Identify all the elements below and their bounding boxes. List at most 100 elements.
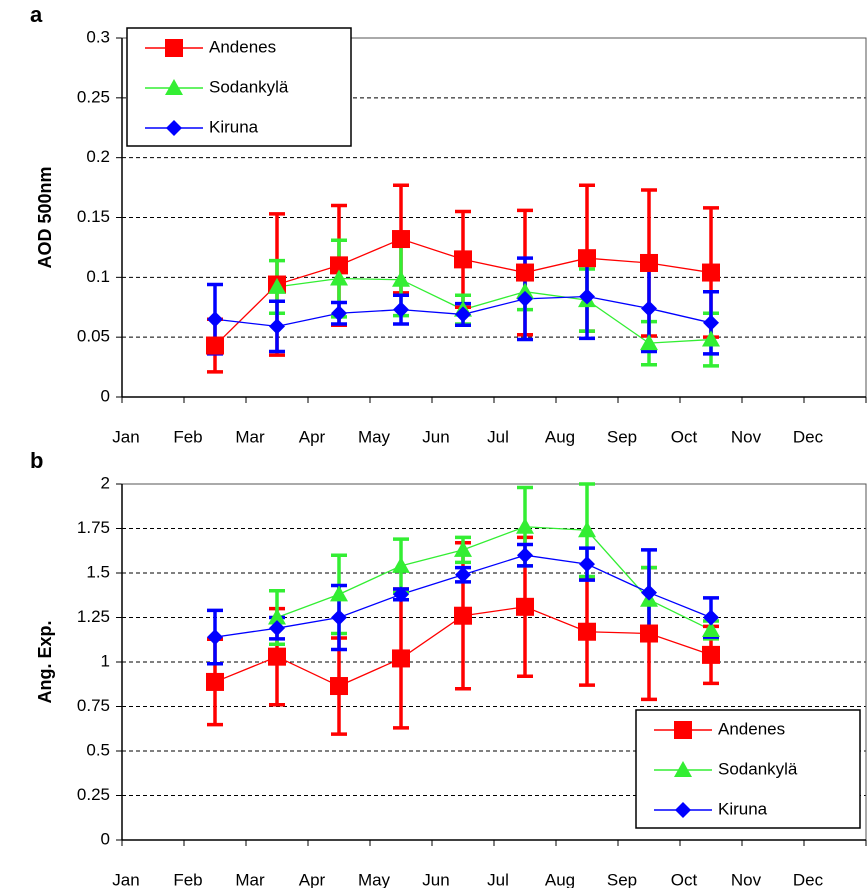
data-point (392, 649, 410, 668)
x-tick-label: Dec (793, 427, 824, 446)
legend-marker (166, 120, 182, 136)
x-tick-label: Aug (545, 427, 575, 446)
x-tick-label: Apr (299, 870, 326, 888)
x-tick-label: Jul (487, 870, 509, 888)
y-tick-label: 0.2 (86, 147, 110, 166)
data-point (517, 290, 533, 307)
data-point (393, 586, 409, 603)
y-tick-label: 1.25 (77, 607, 110, 626)
data-point (454, 606, 472, 625)
legend-marker (165, 79, 183, 95)
y-tick-label: 0.3 (86, 27, 110, 46)
data-point (516, 597, 534, 616)
data-point (268, 647, 286, 666)
data-point (207, 311, 223, 328)
data-point (702, 263, 720, 282)
data-point (331, 609, 347, 626)
data-point (454, 250, 472, 269)
data-point (516, 282, 534, 299)
data-point (516, 517, 534, 534)
data-point (578, 249, 596, 268)
data-point (207, 629, 223, 646)
panel-label: a (30, 2, 43, 27)
data-point (455, 306, 471, 323)
legend-marker (165, 39, 183, 57)
x-tick-label: Apr (299, 427, 326, 446)
x-tick-label: Sep (607, 870, 637, 888)
y-tick-label: 0.5 (86, 740, 110, 759)
y-tick-label: 0 (101, 829, 110, 848)
data-point (703, 314, 719, 331)
y-tick-label: 0.1 (86, 267, 110, 286)
data-point (702, 645, 720, 664)
legend-label: Kiruna (718, 799, 768, 818)
y-tick-label: 0.25 (77, 87, 110, 106)
x-tick-label: Mar (235, 870, 265, 888)
legend-marker (674, 761, 692, 777)
data-point (578, 521, 596, 538)
y-tick-label: 1.5 (86, 562, 110, 581)
data-point (330, 585, 348, 602)
data-point (640, 253, 658, 272)
data-point (702, 620, 720, 637)
y-tick-label: 0.25 (77, 785, 110, 804)
x-tick-label: Feb (173, 427, 202, 446)
data-point (455, 566, 471, 583)
data-point (393, 301, 409, 318)
x-tick-label: Nov (731, 427, 762, 446)
legend-label: Sodankylä (718, 759, 798, 778)
x-tick-label: Oct (671, 427, 698, 446)
y-tick-label: 0.05 (77, 327, 110, 346)
x-tick-label: Jun (422, 870, 449, 888)
x-tick-label: Jan (112, 870, 139, 888)
legend-label: Kiruna (209, 117, 259, 136)
y-tick-label: 1 (101, 651, 110, 670)
data-point (268, 277, 286, 294)
data-point (330, 677, 348, 696)
x-tick-label: Jan (112, 427, 139, 446)
x-tick-label: Jul (487, 427, 509, 446)
legend-label: Sodankylä (209, 77, 289, 96)
y-tick-label: 1.75 (77, 518, 110, 537)
data-point (640, 624, 658, 643)
data-point (517, 547, 533, 564)
data-point (392, 230, 410, 249)
data-point (702, 330, 720, 347)
x-tick-label: Aug (545, 870, 575, 888)
y-tick-label: 2 (101, 473, 110, 492)
panel-label: b (30, 448, 43, 473)
x-tick-label: Sep (607, 427, 637, 446)
legend-marker (674, 721, 692, 739)
data-point (703, 609, 719, 626)
y-tick-label: 0.15 (77, 207, 110, 226)
y-tick-label: 0 (101, 386, 110, 405)
data-point (269, 318, 285, 335)
data-point (641, 300, 657, 317)
data-point (579, 556, 595, 573)
data-point (331, 305, 347, 322)
data-point (392, 270, 410, 287)
x-tick-label: May (358, 870, 391, 888)
x-tick-label: Feb (173, 870, 202, 888)
data-point (640, 334, 658, 351)
x-tick-label: May (358, 427, 391, 446)
data-point (268, 608, 286, 625)
data-point (330, 269, 348, 286)
legend-label: Andenes (209, 37, 276, 56)
y-tick-label: 0.75 (77, 696, 110, 715)
data-point (454, 540, 472, 557)
x-tick-label: Mar (235, 427, 265, 446)
x-tick-label: Dec (793, 870, 824, 888)
y-axis-title: AOD 500nm (35, 166, 55, 268)
y-axis-title: Ang. Exp. (35, 620, 55, 703)
data-point (578, 622, 596, 641)
legend-marker (675, 802, 691, 818)
data-point (641, 584, 657, 601)
data-point (269, 620, 285, 637)
data-point (516, 263, 534, 282)
data-point (579, 288, 595, 305)
x-tick-label: Oct (671, 870, 698, 888)
data-point (206, 336, 224, 355)
data-point (206, 672, 224, 691)
